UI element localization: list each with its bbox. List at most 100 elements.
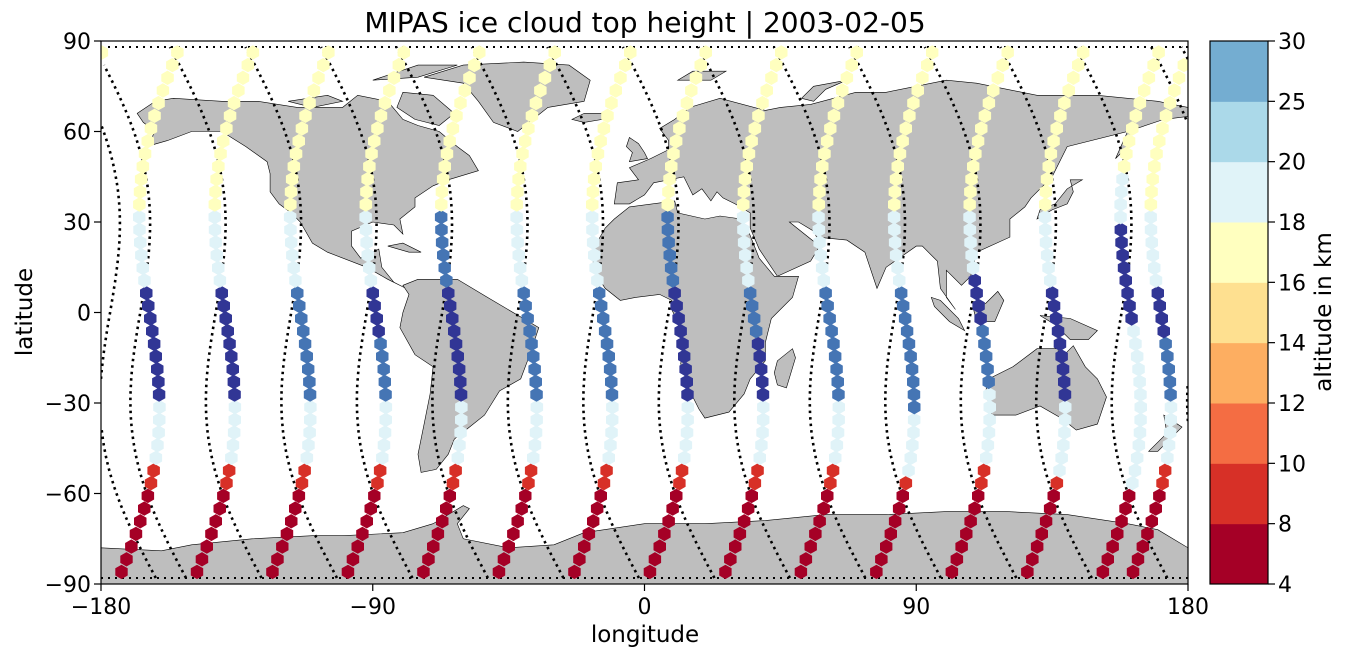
- cloud-hex: [675, 463, 689, 478]
- cloud-hex: [1159, 336, 1172, 352]
- cloud-hex: [285, 235, 298, 250]
- cloud-hex: [903, 108, 916, 123]
- cloud-hex: [672, 311, 685, 326]
- cloud-hex: [661, 210, 674, 225]
- cloud-hex: [1047, 488, 1060, 504]
- cloud-hex: [519, 488, 532, 504]
- cloud-hex: [605, 425, 618, 440]
- cloud-hex: [770, 57, 783, 73]
- cloud-hex: [463, 70, 476, 85]
- cloud-hex: [975, 476, 988, 491]
- cloud-hex: [741, 501, 755, 516]
- cloud-hex: [450, 108, 463, 123]
- cloud-hex: [980, 450, 993, 466]
- cloud-hex: [295, 121, 309, 136]
- cloud-hex: [978, 336, 991, 352]
- y-tick-label: −90: [45, 573, 91, 598]
- cloud-hex: [898, 311, 912, 326]
- cloud-hex: [364, 273, 378, 288]
- cloud-hex: [303, 387, 317, 402]
- cloud-hex: [1133, 95, 1147, 111]
- cloud-hex: [775, 45, 788, 60]
- cloud-hex: [978, 108, 992, 123]
- orbit-tracks: [101, 46, 1188, 579]
- cloud-hex: [1162, 438, 1176, 453]
- cloud-hex: [266, 564, 279, 580]
- cloud-hex: [220, 121, 233, 136]
- cloud-hex: [1042, 260, 1055, 276]
- orbit-track: [168, 46, 263, 579]
- cloud-hex: [889, 172, 903, 187]
- cloud-hex: [892, 501, 906, 516]
- cloud-hex: [888, 235, 902, 250]
- cloud-hex: [370, 311, 383, 326]
- cloud-hex: [276, 539, 289, 554]
- cloud-hex: [648, 552, 662, 567]
- cloud-hex: [446, 311, 459, 326]
- cloud-hex: [681, 387, 694, 402]
- cloud-hex: [820, 134, 834, 149]
- cloud-hex: [745, 134, 758, 149]
- cloud-hex: [964, 514, 977, 529]
- cloud-hex: [804, 539, 817, 554]
- cloud-hex: [719, 564, 732, 580]
- cloud-hex: [1050, 476, 1064, 491]
- cloud-hex: [756, 425, 769, 440]
- orbit-track: [999, 46, 1093, 579]
- orbit-track: [102, 46, 1188, 579]
- cloud-hex: [529, 374, 542, 390]
- cloud-hex: [1136, 539, 1150, 554]
- cloud-hex: [171, 45, 184, 60]
- cloud-hex: [662, 514, 675, 529]
- cloud-hex: [438, 159, 451, 174]
- cloud-hex: [149, 450, 163, 466]
- cloud-hex: [950, 552, 964, 567]
- cloud-hex: [378, 95, 392, 111]
- cloud-hex: [981, 362, 994, 377]
- cloud-hex: [1159, 463, 1172, 478]
- cloud-hex: [528, 438, 542, 453]
- cloud-hex: [586, 235, 600, 250]
- cloud-hex: [214, 146, 227, 161]
- cloud-hex: [1035, 526, 1048, 542]
- cloud-hex: [964, 184, 977, 199]
- cloud-hex: [600, 336, 614, 352]
- cloud-hex: [845, 57, 858, 73]
- cloud-hex: [1106, 539, 1119, 554]
- cloud-hex: [907, 95, 920, 111]
- cloud-hex: [454, 374, 467, 390]
- colorbar-tick-label: 8: [1278, 513, 1292, 538]
- cloud-hex: [685, 83, 698, 98]
- cloud-hex: [1147, 57, 1160, 73]
- cloud-hex: [1047, 298, 1061, 314]
- cloud-hex: [289, 501, 302, 516]
- cloud-hex: [1021, 564, 1034, 580]
- cloud-hex: [888, 222, 901, 237]
- cloud-hex: [1120, 146, 1133, 161]
- cloud-hex: [511, 235, 524, 250]
- cloud-hex: [963, 210, 976, 225]
- cloud-hex: [977, 463, 991, 478]
- cloud-hex: [748, 121, 762, 136]
- cloud-hex: [209, 235, 222, 250]
- cloud-hex: [227, 374, 241, 390]
- colorbar-segment: [1210, 101, 1268, 163]
- cloud-hex: [525, 108, 539, 123]
- cloud-hex: [831, 95, 845, 111]
- cloud-hex: [435, 235, 449, 250]
- cloud-hex: [694, 57, 707, 73]
- cloud-hex: [593, 286, 606, 301]
- cloud-hex: [1044, 146, 1058, 161]
- cloud-hex: [891, 260, 904, 276]
- cloud-hex: [454, 387, 468, 402]
- cloud-hex: [434, 210, 448, 225]
- cloud-hex: [142, 298, 155, 314]
- cloud-hex: [643, 564, 657, 580]
- cloud-hex: [292, 488, 306, 504]
- cloud-hex: [521, 311, 534, 326]
- cloud-hex: [302, 438, 315, 453]
- cloud-hex: [156, 83, 170, 98]
- cloud-hex: [365, 146, 378, 161]
- cloud-hex: [982, 425, 996, 440]
